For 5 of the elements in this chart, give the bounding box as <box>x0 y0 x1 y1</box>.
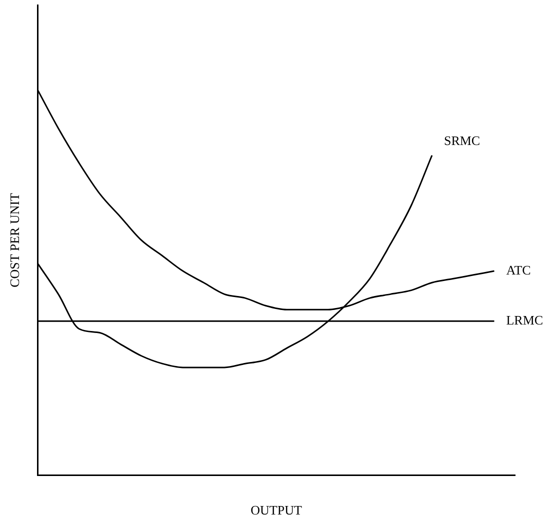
series-label: LRMC <box>506 312 544 328</box>
y-axis-title: COST PER UNIT <box>7 192 22 288</box>
series-label: SRMC <box>444 132 480 148</box>
series-label: ATC <box>506 262 531 278</box>
x-axis-title: OUTPUT <box>250 502 302 518</box>
